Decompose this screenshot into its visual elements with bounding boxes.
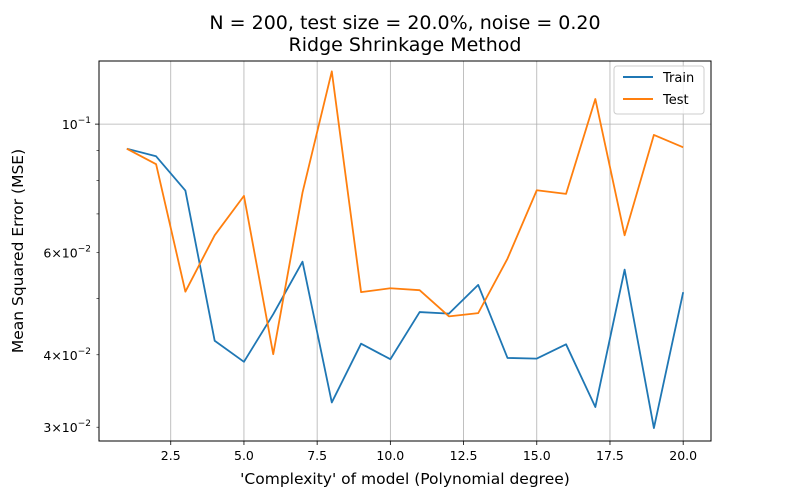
series-line-train: [126, 147, 685, 429]
y-tick-label: 4×10−2: [43, 347, 91, 363]
x-tick-label: 7.5: [307, 448, 327, 463]
chart-title: N = 200, test size = 20.0%, noise = 0.20: [209, 12, 600, 34]
plot-frame: [98, 60, 712, 442]
y-tick-label: 6×10−2: [43, 245, 91, 261]
x-tick-label: 10.0: [376, 448, 404, 463]
x-axis-label: 'Complexity' of model (Polynomial degree…: [240, 470, 570, 488]
x-tick-label: 2.5: [161, 448, 181, 463]
series-line-test: [126, 70, 684, 356]
chart-subtitle: Ridge Shrinkage Method: [289, 34, 522, 56]
x-axis: 2.5 5.0 7.5 10.0 12.5 15.0 17.5 20.0: [161, 441, 697, 463]
y-tick-label: 3×10−2: [43, 419, 91, 435]
plot-lines: [126, 70, 685, 429]
y-axis: 10−1 3×10−2 4×10−2 6×10−2: [43, 116, 99, 435]
legend: Train Test: [613, 65, 705, 115]
legend-label-train: Train: [662, 71, 694, 86]
x-tick-label: 20.0: [669, 448, 697, 463]
y-axis-label: Mean Squared Error (MSE): [9, 149, 27, 353]
x-tick-label: 17.5: [596, 448, 624, 463]
y-tick-label: 10−1: [62, 116, 91, 132]
grid: [99, 61, 711, 441]
x-tick-label: 15.0: [523, 448, 551, 463]
legend-label-test: Test: [662, 93, 689, 108]
x-tick-label: 5.0: [234, 448, 254, 463]
x-tick-label: 12.5: [450, 448, 478, 463]
